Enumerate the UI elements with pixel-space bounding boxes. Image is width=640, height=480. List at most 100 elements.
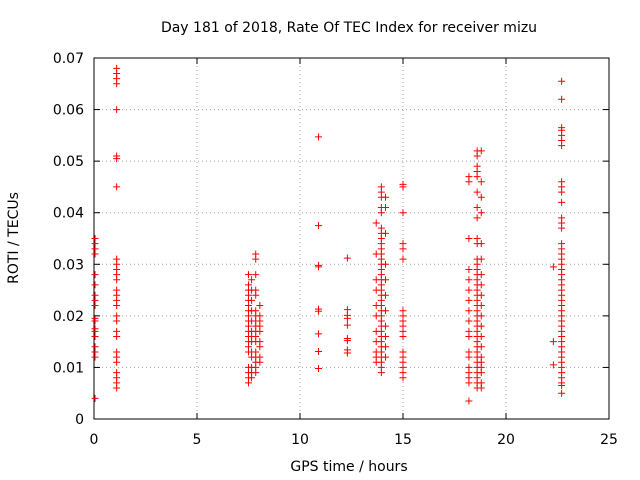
data-point <box>549 361 557 369</box>
x-tick-labels: 0 5 10 15 20 25 <box>90 432 618 448</box>
data-point <box>465 353 473 361</box>
data-point <box>91 332 99 340</box>
data-point <box>252 271 260 279</box>
y-tick-label: 0.03 <box>53 257 84 273</box>
data-point <box>91 394 99 402</box>
data-point <box>473 188 481 196</box>
y-tick-label: 0.02 <box>53 309 84 325</box>
data-point <box>465 178 473 186</box>
data-point <box>343 321 351 329</box>
data-point <box>315 364 323 372</box>
data-point <box>558 142 566 150</box>
data-point <box>477 343 485 351</box>
data-point <box>465 235 473 242</box>
data-point <box>91 271 99 279</box>
data-point <box>465 317 473 325</box>
data-point <box>113 317 121 325</box>
data-point <box>473 214 481 222</box>
y-tick-label: 0.05 <box>53 154 84 170</box>
data-point <box>113 106 121 114</box>
data-points <box>91 64 566 405</box>
data-point <box>477 322 485 330</box>
data-point <box>113 276 121 284</box>
axis-ticks <box>93 57 610 420</box>
plot-frame <box>93 57 610 420</box>
data-point <box>113 358 121 366</box>
data-point <box>315 133 323 141</box>
data-point <box>477 209 485 217</box>
data-point <box>558 389 566 397</box>
data-point <box>256 358 264 366</box>
data-point <box>477 369 485 377</box>
y-tick-label: 0.06 <box>53 103 84 119</box>
data-point <box>113 80 121 88</box>
data-point <box>381 276 389 284</box>
data-point <box>549 263 557 271</box>
y-axis-label: ROTI / TECUs <box>6 192 22 284</box>
data-point <box>558 95 566 103</box>
data-point <box>248 276 256 284</box>
data-point <box>372 219 380 227</box>
data-point <box>315 330 323 338</box>
data-point <box>477 281 485 289</box>
data-point <box>343 337 351 345</box>
data-point <box>91 353 99 361</box>
data-point <box>245 271 252 279</box>
data-point <box>381 322 389 330</box>
x-tick-label: 20 <box>497 432 515 448</box>
data-point <box>377 209 385 217</box>
y-tick-label: 0.07 <box>53 51 84 67</box>
data-point <box>113 332 121 340</box>
data-point <box>252 291 260 299</box>
data-point <box>399 183 407 191</box>
x-axis-label: GPS time / hours <box>290 459 407 475</box>
x-tick-label: 25 <box>600 432 618 448</box>
data-point <box>465 332 473 340</box>
data-point <box>381 291 389 299</box>
grid-lines <box>93 57 610 420</box>
data-point <box>477 178 485 186</box>
data-point <box>256 327 264 335</box>
data-point <box>465 307 473 315</box>
data-point <box>256 343 264 351</box>
data-point <box>315 222 323 230</box>
x-tick-label: 5 <box>193 432 202 448</box>
data-point <box>477 302 485 310</box>
data-point <box>377 369 385 377</box>
chart-title: Day 181 of 2018, Rate Of TEC Index for r… <box>161 20 537 36</box>
data-point <box>252 369 260 377</box>
data-point <box>343 349 351 357</box>
y-tick-label: 0.04 <box>53 206 84 222</box>
data-point <box>381 193 389 201</box>
data-point <box>477 332 485 340</box>
data-point <box>399 209 407 217</box>
data-point <box>473 152 481 160</box>
data-point <box>399 245 407 253</box>
data-point <box>343 314 351 322</box>
data-point <box>465 265 473 273</box>
data-point <box>381 229 389 237</box>
data-point <box>113 155 121 163</box>
data-point <box>381 204 389 212</box>
x-tick-label: 0 <box>90 432 99 448</box>
data-point <box>465 397 473 405</box>
data-point <box>381 343 389 351</box>
data-point <box>477 384 485 392</box>
data-point <box>477 255 485 263</box>
data-point <box>558 381 566 389</box>
data-point <box>91 281 99 289</box>
data-point <box>381 260 389 268</box>
data-point <box>399 332 407 340</box>
x-tick-label: 10 <box>291 432 309 448</box>
data-point <box>381 353 389 361</box>
data-point <box>558 224 566 232</box>
x-tick-label: 15 <box>394 432 412 448</box>
data-point <box>252 255 260 263</box>
data-point <box>558 188 566 196</box>
data-point <box>558 77 566 85</box>
data-point <box>477 193 485 201</box>
data-point <box>549 338 557 346</box>
data-point <box>477 147 485 155</box>
data-point <box>477 312 485 320</box>
